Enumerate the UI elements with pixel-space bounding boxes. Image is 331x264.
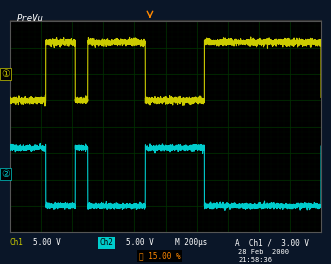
- Text: A  Ch1 /  3.00 V: A Ch1 / 3.00 V: [235, 238, 309, 247]
- Text: 28 Feb  2000: 28 Feb 2000: [238, 249, 289, 255]
- Text: ②: ②: [1, 169, 10, 179]
- Text: ①: ①: [1, 69, 10, 79]
- Text: M 200μs: M 200μs: [175, 238, 208, 247]
- Text: 5.00 V: 5.00 V: [126, 238, 154, 247]
- Text: 5.00 V: 5.00 V: [33, 238, 61, 247]
- Text: Ch2: Ch2: [99, 238, 113, 247]
- Text: Ch1: Ch1: [10, 238, 24, 247]
- Text: 21:58:36: 21:58:36: [238, 257, 272, 263]
- Text: PreVu: PreVu: [17, 14, 43, 23]
- Text: Ⅱ 15.00 %: Ⅱ 15.00 %: [139, 252, 181, 261]
